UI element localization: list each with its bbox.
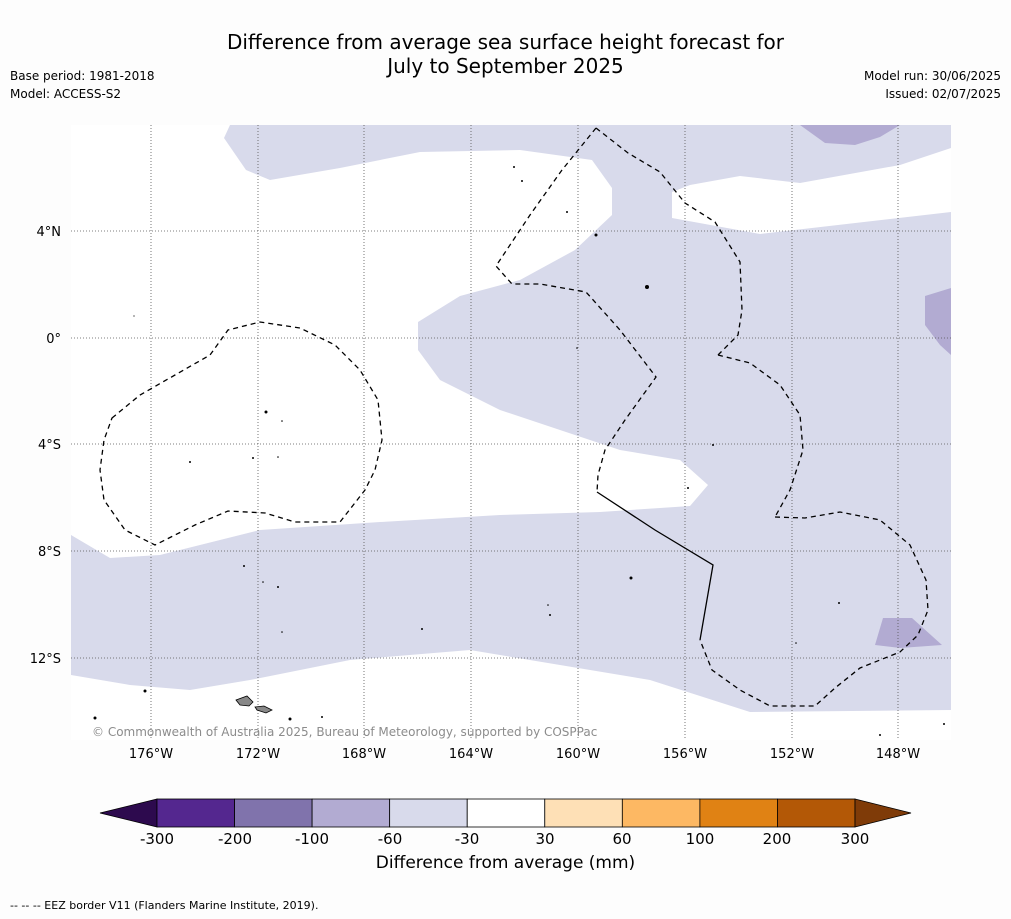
colorbar-segment: [466, 798, 546, 828]
colorbar-segments: [156, 798, 856, 828]
latitude-labels: 4°N 0° 4°S 8°S 12°S: [30, 225, 61, 667]
lon-label: 172°W: [236, 747, 280, 762]
run-info: Model run: 30/06/2025 Issued: 02/07/2025: [864, 67, 1001, 103]
colorbar-segment: [234, 798, 313, 828]
title-line-2: July to September 2025: [387, 54, 624, 78]
lon-label: 156°W: [663, 747, 707, 762]
colorbar-segment: [621, 798, 701, 828]
longitude-labels: 176°W 172°W 168°W 164°W 160°W 156°W 152°…: [129, 747, 920, 762]
colorbar-ticks: -300 -200 -100 -60 -30 30 60 100 200 300: [140, 830, 869, 848]
cbar-tick: -200: [218, 830, 252, 848]
colorbar-segment: [544, 798, 623, 828]
cbar-tick: 30: [535, 830, 554, 848]
lat-label: 12°S: [30, 652, 61, 667]
anomaly-medium-purple: [800, 125, 951, 648]
samoa-islands: [235, 695, 273, 714]
colorbar-segment: [389, 798, 468, 828]
issued-date: Issued: 02/07/2025: [885, 87, 1001, 101]
colorbar-segment: [777, 798, 856, 828]
colorbar-min-arrow: [99, 798, 158, 828]
cbar-tick: -300: [140, 830, 174, 848]
anomaly-light-purple: [71, 125, 951, 712]
base-info: Base period: 1981-2018 Model: ACCESS-S2: [10, 67, 155, 103]
colorbar-segment: [156, 798, 235, 828]
cbar-tick: -100: [295, 830, 329, 848]
model-name: Model: ACCESS-S2: [10, 87, 122, 101]
lon-label: 164°W: [449, 747, 493, 762]
lon-label: 176°W: [129, 747, 173, 762]
lat-label: 4°S: [38, 438, 61, 453]
graticule: [71, 125, 951, 740]
colorbar-title: Difference from average (mm): [375, 853, 636, 873]
copyright-text: © Commonwealth of Australia 2025, Bureau…: [92, 725, 597, 739]
lon-label: 160°W: [556, 747, 600, 762]
islands: [93, 166, 945, 736]
lat-label: 8°S: [38, 545, 61, 560]
title-line-1: Difference from average sea surface heig…: [226, 30, 785, 54]
cbar-tick: -30: [455, 830, 480, 848]
base-period: Base period: 1981-2018: [10, 69, 155, 83]
lon-label: 168°W: [342, 747, 386, 762]
lat-label: 4°N: [37, 225, 62, 240]
eez-borders: [99, 127, 929, 707]
lat-label: 0°: [46, 332, 61, 347]
cbar-tick: 200: [763, 830, 792, 848]
lon-label: 152°W: [770, 747, 814, 762]
cbar-tick: 100: [686, 830, 715, 848]
cbar-tick: 300: [841, 830, 870, 848]
eez-source-note: -- -- -- EEZ border V11 (Flanders Marine…: [10, 899, 319, 912]
colorbar-segment: [311, 798, 391, 828]
maritime-boundary-line: [596, 491, 714, 641]
map-title: Difference from average sea surface heig…: [0, 30, 1011, 78]
cbar-tick: -60: [378, 830, 403, 848]
model-run: Model run: 30/06/2025: [863, 69, 1001, 83]
colorbar-segment: [699, 798, 778, 828]
colorbar-max-arrow: [854, 798, 912, 828]
lon-label: 148°W: [876, 747, 920, 762]
cbar-tick: 60: [612, 830, 631, 848]
colorbar: -300 -200 -100 -60 -30 30 60 100 200 300: [99, 798, 912, 848]
